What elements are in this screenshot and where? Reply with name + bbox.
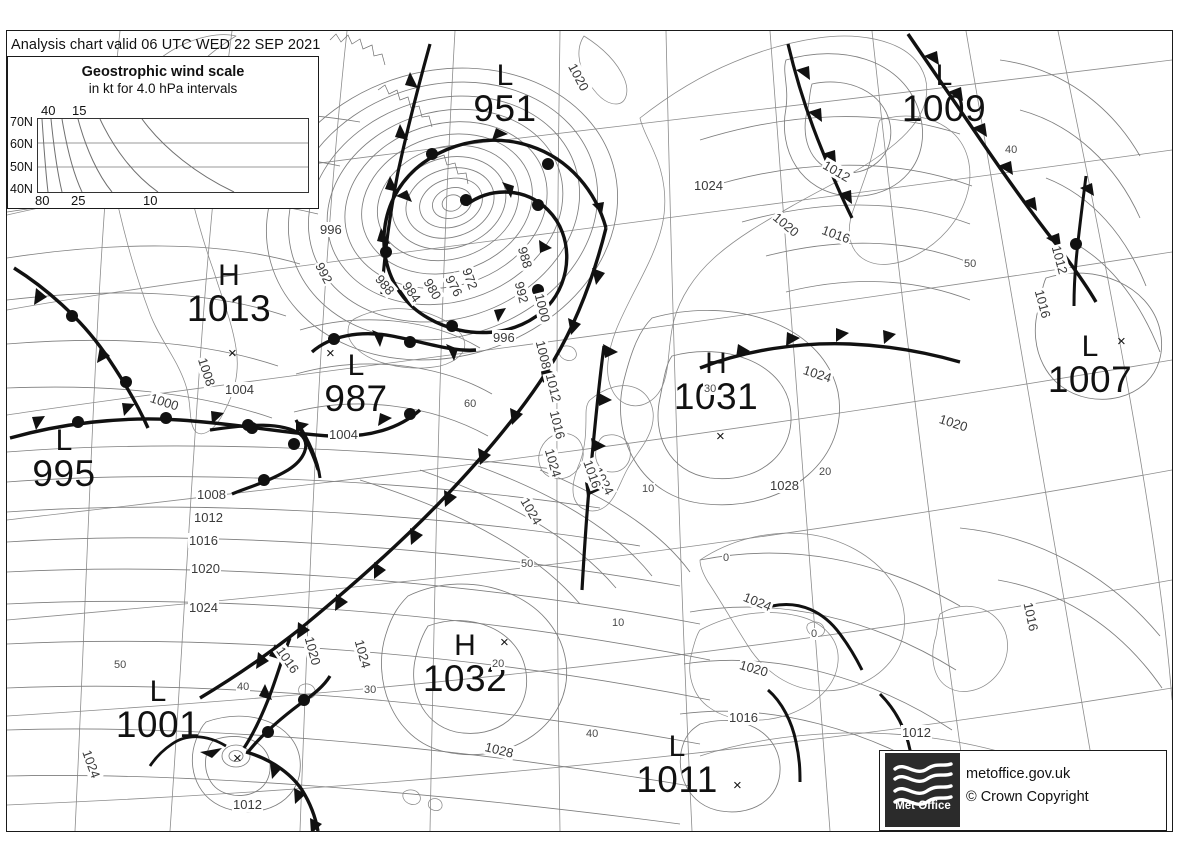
centre-marker-x: × xyxy=(733,777,742,794)
centre-letter: L xyxy=(55,424,73,457)
centre-letter: H xyxy=(454,629,476,662)
centre-value: 995 xyxy=(32,452,96,494)
graticule-label: 10 xyxy=(611,617,626,629)
centre-letter: L xyxy=(1081,330,1099,363)
pressure-centre-h-1013: H 1013 xyxy=(184,259,274,329)
wave-icon xyxy=(893,762,953,806)
centre-letter: H xyxy=(218,259,240,292)
graticule-label: 20 xyxy=(491,658,506,670)
wind-lat-50n: 50N xyxy=(10,160,33,174)
centre-letter: L xyxy=(149,675,167,708)
graticule-label: 50 xyxy=(520,558,535,570)
wind-lat-70n: 70N xyxy=(10,115,33,129)
metoffice-website: metoffice.gov.uk xyxy=(966,766,1071,782)
cold-front-norway-coast xyxy=(786,43,854,219)
centre-letter: H xyxy=(705,347,727,380)
occluded-front-deep-low xyxy=(380,128,608,335)
centre-value: 987 xyxy=(324,377,388,419)
graticule-label: 40 xyxy=(585,728,600,740)
wind-top-15: 15 xyxy=(72,103,87,118)
pressure-centre-l-951: L 951 xyxy=(460,59,550,129)
centre-letter: L xyxy=(935,59,953,92)
isobar-label: 1028 xyxy=(769,478,800,493)
pressure-centre-l-1007: L 1007 xyxy=(1045,330,1135,400)
wind-lat-60n: 60N xyxy=(10,137,33,151)
wind-top-40: 40 xyxy=(41,103,56,118)
ice-edge xyxy=(329,33,469,185)
isobar-label: 1024 xyxy=(188,600,219,615)
centre-marker-x: × xyxy=(716,428,725,445)
centre-value: 1011 xyxy=(636,758,718,800)
isobar-label: 1004 xyxy=(328,427,359,442)
occluded-front-east xyxy=(1070,175,1094,307)
centre-value: 1013 xyxy=(186,287,272,329)
wind-scale-curves xyxy=(38,118,308,193)
centre-marker-x: × xyxy=(326,345,335,362)
wind-lat-40n: 40N xyxy=(10,182,33,196)
isobar-label: 996 xyxy=(319,222,343,237)
pressure-centre-l-1011: L 1011 xyxy=(632,730,722,800)
centre-letter: L xyxy=(496,59,514,92)
graticule-label: 10 xyxy=(641,483,656,495)
graticule-label: 40 xyxy=(236,681,251,693)
pressure-centre-l-987: L 987 xyxy=(311,349,401,419)
isobar-label: 1016 xyxy=(728,710,759,725)
centre-value: 951 xyxy=(473,87,537,129)
metoffice-logo-mark xyxy=(885,753,960,827)
isobar-label: 996 xyxy=(492,330,516,345)
wind-bot-80: 80 xyxy=(35,193,50,208)
centre-letter: L xyxy=(668,730,686,763)
occluded-front-nw xyxy=(13,266,150,429)
wind-scale-grid xyxy=(37,118,309,193)
centre-value: 1007 xyxy=(1047,358,1133,400)
centre-marker-x: × xyxy=(500,634,509,651)
graticule-label: 40 xyxy=(1004,144,1019,156)
metoffice-wordmark: Met Office xyxy=(895,800,951,812)
graticule-label: 30 xyxy=(703,383,718,395)
centre-marker-x: × xyxy=(228,345,237,362)
centre-value: 1001 xyxy=(115,703,201,745)
isobar-label: 1012 xyxy=(232,797,263,812)
wind-bot-10: 10 xyxy=(143,193,158,208)
centre-value: 1009 xyxy=(901,87,987,129)
isobar-label: 1016 xyxy=(188,533,219,548)
pressure-centre-h-1031: H 1031 xyxy=(671,347,761,415)
wind-scale-title: Geostrophic wind scale xyxy=(81,64,245,80)
page-title: Analysis chart valid 06 UTC WED 22 SEP 2… xyxy=(11,37,321,53)
warm-front-hook xyxy=(209,419,308,496)
graticule-label: 60 xyxy=(463,398,478,410)
geostrophic-wind-scale-box: Geostrophic wind scale in kt for 4.0 hPa… xyxy=(7,56,319,209)
pressure-centre-l-1009: L 1009 xyxy=(899,59,989,129)
isobar-label: 1012 xyxy=(901,725,932,740)
front-norwegian-sea xyxy=(377,43,432,295)
graticule-label: 50 xyxy=(963,258,978,270)
isobar-label: 1008 xyxy=(196,487,227,502)
isobar-label: 1024 xyxy=(693,178,724,193)
centre-letter: L xyxy=(347,349,365,382)
wind-bot-25: 25 xyxy=(71,193,86,208)
graticule-label: 0 xyxy=(722,552,731,564)
isobar-label: 1012 xyxy=(193,510,224,525)
front-baltic xyxy=(699,328,961,370)
pressure-centre-l-995: L 995 xyxy=(19,424,109,494)
isobar-label: 1020 xyxy=(190,561,221,576)
graticule-label: 30 xyxy=(363,684,378,696)
isobar-label: 1004 xyxy=(224,382,255,397)
graticule-label: 0 xyxy=(810,628,819,640)
crown-copyright: © Crown Copyright xyxy=(966,789,1089,805)
centre-marker-x: × xyxy=(1117,333,1126,350)
graticule-label: 20 xyxy=(818,466,833,478)
pressure-centre-l-1001: L 1001 xyxy=(113,675,203,745)
centre-marker-x: × xyxy=(233,750,242,767)
graticule-label: 50 xyxy=(113,659,128,671)
wind-scale-subtitle: in kt for 4.0 hPa intervals xyxy=(88,81,238,96)
